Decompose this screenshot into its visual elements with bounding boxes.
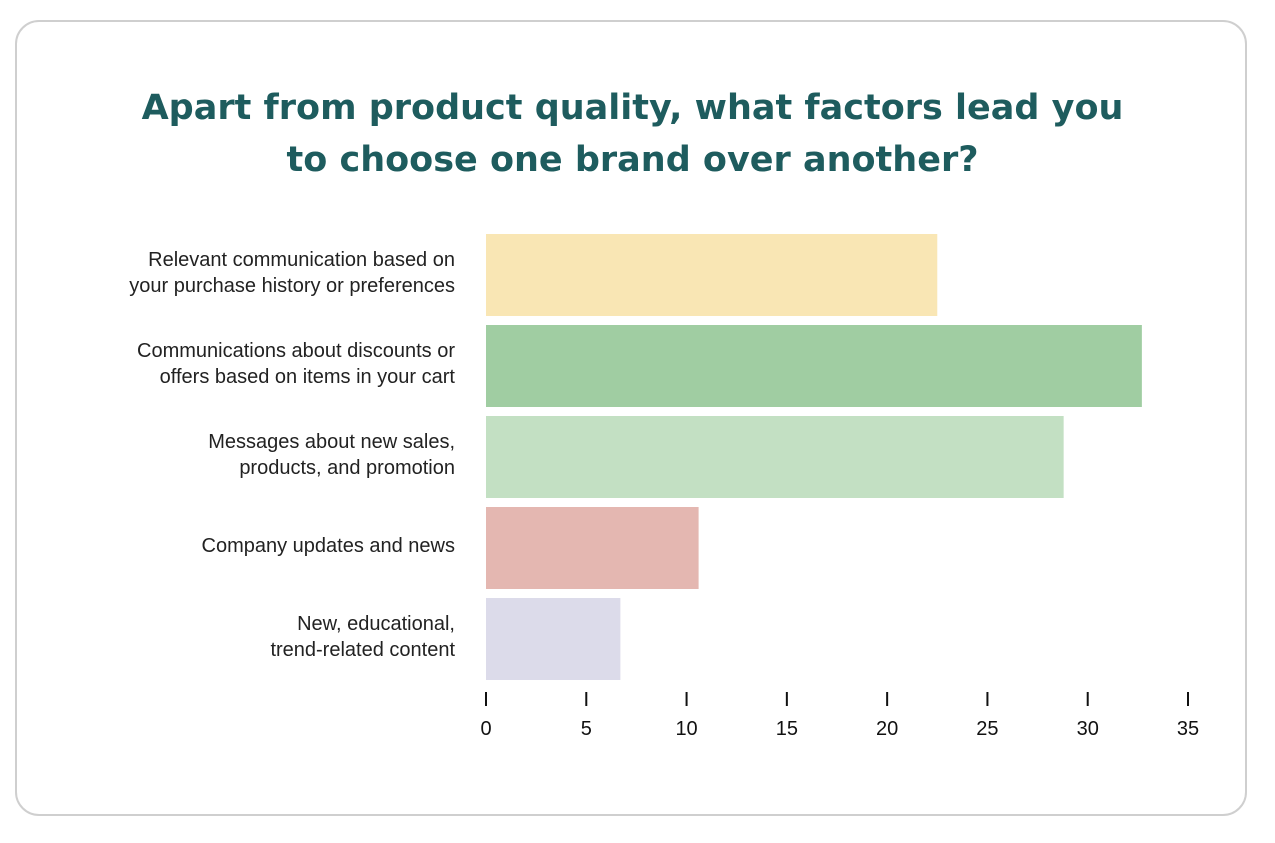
category-label-2-line-1: Communications about discounts or — [137, 340, 455, 362]
chart-title-line-2: to choose one brand over another? — [286, 140, 979, 180]
category-label-3-line-2: products, and promotion — [239, 457, 455, 479]
category-label-4-line-1: Company updates and news — [201, 535, 456, 557]
category-label-1: Relevant communication based on your purc… — [35, 247, 455, 299]
category-label-2-line-2: offers based on items in your cart — [159, 366, 455, 388]
x-tick-label-5: 5 — [581, 718, 592, 740]
x-tick-label-25: 25 — [976, 718, 998, 740]
bar-4 — [486, 507, 699, 589]
bar-1 — [486, 234, 938, 316]
x-tick-label-15: 15 — [776, 718, 798, 740]
x-tick-label-0: 0 — [480, 718, 491, 740]
category-label-1-line-2: your purchase history or preferences — [129, 275, 455, 297]
x-tick-label-30: 30 — [1077, 718, 1099, 740]
chart-title: Apart from product quality, what factors… — [0, 82, 1265, 186]
category-label-4: Company updates and news — [35, 533, 456, 559]
category-label-5-line-1: New, educational, — [297, 613, 455, 635]
category-label-1-line-1: Relevant communication based on — [148, 249, 455, 271]
category-label-5-line-2: trend-related content — [270, 639, 455, 661]
category-label-3-line-1: Messages about new sales, — [208, 431, 455, 453]
bar-3 — [486, 416, 1064, 498]
category-label-2: Communications about discounts or offers … — [35, 338, 455, 390]
bar-5 — [486, 598, 621, 680]
category-label-3: Messages about new sales, products, and p… — [35, 429, 455, 481]
x-tick-label-10: 10 — [675, 718, 697, 740]
chart-title-line-1: Apart from product quality, what factors… — [141, 88, 1124, 128]
x-tick-label-20: 20 — [876, 718, 898, 740]
category-label-5: New, educational, trend-related content — [35, 611, 455, 663]
x-tick-label-35: 35 — [1177, 718, 1199, 740]
bar-2 — [486, 325, 1142, 407]
